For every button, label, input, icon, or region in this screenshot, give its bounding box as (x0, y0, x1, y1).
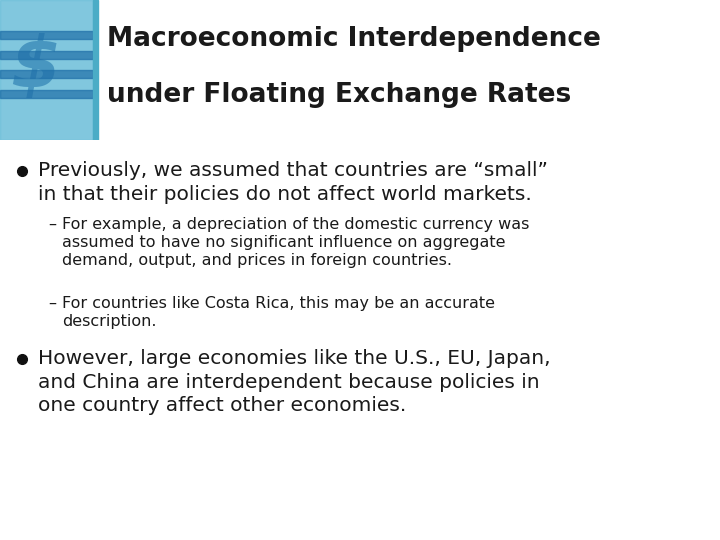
Bar (0, 70, 93, 78)
Text: and China are interdependent because policies in: and China are interdependent because pol… (38, 373, 539, 392)
Text: in that their policies do not affect world markets.: in that their policies do not affect wor… (38, 185, 532, 204)
Text: Macroeconomic Interdependence: Macroeconomic Interdependence (107, 26, 601, 52)
Text: –: – (48, 217, 56, 232)
Bar (0, 51, 93, 59)
Bar (0, 31, 93, 39)
Text: Copyright ©2015 Pearson Education, Inc. All rights reserved.: Copyright ©2015 Pearson Education, Inc. … (10, 517, 329, 527)
Text: one country affect other economies.: one country affect other economies. (38, 396, 406, 415)
Text: under Floating Exchange Rates: under Floating Exchange Rates (107, 82, 571, 108)
Text: assumed to have no significant influence on aggregate: assumed to have no significant influence… (62, 235, 505, 250)
Text: Previously, we assumed that countries are “small”: Previously, we assumed that countries ar… (38, 161, 548, 180)
Bar (0, 90, 93, 98)
Text: –: – (48, 296, 56, 311)
Text: 19-53: 19-53 (680, 517, 710, 527)
Bar (0, 0, 93, 140)
Text: description.: description. (62, 314, 156, 329)
Text: However, large economies like the U.S., EU, Japan,: However, large economies like the U.S., … (38, 349, 551, 368)
Text: demand, output, and prices in foreign countries.: demand, output, and prices in foreign co… (62, 253, 452, 268)
Text: For countries like Costa Rica, this may be an accurate: For countries like Costa Rica, this may … (62, 296, 495, 311)
Text: $: $ (10, 33, 60, 102)
Bar (93, 0, 98, 140)
Text: For example, a depreciation of the domestic currency was: For example, a depreciation of the domes… (62, 217, 529, 232)
Bar (0, 0, 93, 140)
